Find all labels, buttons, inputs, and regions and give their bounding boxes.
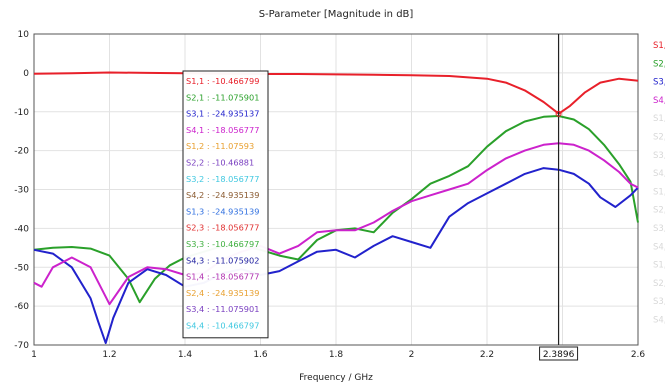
series-line-S4-1 — [33, 142, 639, 306]
legend-entry: S3,1 — [653, 78, 665, 88]
y-tick-label: -20 — [14, 147, 29, 157]
legend-entry: S3,2 — [653, 151, 665, 161]
readout-line: S2,4 : -24.935139 — [186, 288, 259, 298]
y-tick-label: -10 — [14, 108, 29, 118]
x-tick-label: 2.2 — [480, 350, 494, 360]
grid — [33, 33, 639, 346]
y-tick-label: -60 — [14, 302, 29, 312]
legend-entry: S1,2 — [653, 114, 665, 124]
legend-entry: S1,3 — [653, 187, 665, 197]
series-line-S1-1 — [33, 71, 639, 115]
legend-entry: S4,2 — [653, 169, 665, 179]
y-tick-label: 10 — [18, 30, 30, 40]
readout-line: S1,2 : -11.07593 — [186, 141, 254, 151]
readout-line: S3,3 : -10.466797 — [186, 239, 259, 249]
x-tick-label: 1.6 — [253, 350, 268, 360]
y-tick-label: -40 — [14, 224, 29, 234]
legend-entry: S3,3 — [653, 224, 665, 234]
x-tick-label: 1.4 — [178, 350, 193, 360]
y-tick-label: 0 — [23, 69, 29, 79]
legend-entry: S2,2 — [653, 133, 665, 143]
legend-entry: S4,3 — [653, 242, 665, 252]
marker-value-box — [539, 346, 579, 361]
chart-title: S-Parameter [Magnitude in dB] — [259, 9, 414, 20]
marker-value: 2.3896 — [543, 350, 575, 360]
frequency-marker[interactable]: 2.3896 — [539, 34, 579, 361]
legend-entry: S2,3 — [653, 206, 665, 216]
legend-entry: S4,1 — [653, 96, 665, 106]
readout-line: S4,2 : -24.935139 — [186, 190, 259, 200]
legend-entry: S2,4 — [653, 279, 665, 289]
x-axis-label: Frequency / GHz — [299, 373, 373, 382]
readout-frame — [182, 70, 269, 339]
readout-line: S4,4 : -10.466797 — [186, 321, 259, 331]
y-tick-label: -70 — [14, 341, 29, 351]
legend-entry: S4,4 — [653, 316, 665, 326]
y-tick-label: -30 — [14, 186, 29, 196]
x-tick-label: 2 — [409, 350, 415, 360]
readout-line: S4,3 : -11.075902 — [186, 255, 259, 265]
readout-line: S2,3 : -18.056777 — [186, 223, 259, 233]
x-tick-label: 1.8 — [329, 350, 344, 360]
readout-line: S3,4 : -11.075901 — [186, 304, 259, 314]
readout-line: S1,3 : -24.935139 — [186, 206, 259, 216]
readout-line: S3,2 : -18.056777 — [186, 174, 259, 184]
x-tick-label: 1 — [31, 350, 37, 360]
readout-line: S2,2 : -10.46881 — [186, 158, 254, 168]
legend-entry: S1,1 — [653, 41, 665, 51]
marker-point — [555, 110, 562, 117]
x-tick-label: 2.6 — [631, 350, 646, 360]
readout-line: S2,1 : -11.075901 — [186, 92, 259, 102]
y-tick-label: -50 — [14, 263, 29, 273]
legend-entry: S3,4 — [653, 297, 665, 307]
readout-line: S1,1 : -10.466799 — [186, 76, 259, 86]
readout-line: S1,4 : -18.056777 — [186, 272, 259, 282]
x-tick-label: 1.2 — [102, 350, 116, 360]
marker-readout-box: S1,1 : -10.466799 S2,1 : -11.075901 S3,1 :… — [182, 70, 269, 339]
legend: S1,1 S2,1 S3,1 S4,1 S1,2 S2,2 S3,2 S4,2 S1,3 S2,3… — [653, 41, 665, 326]
legend-entry: S1,4 — [653, 261, 665, 271]
y-axis-ticks: 10 0 -10 -20 -30 -40 -50 -60 -70 — [14, 30, 29, 351]
readout-line: S3,1 : -24.935137 — [186, 109, 259, 119]
readout-line: S4,1 : -18.056777 — [186, 125, 259, 135]
legend-entry: S2,1 — [653, 59, 665, 69]
plot-frame — [33, 33, 639, 346]
